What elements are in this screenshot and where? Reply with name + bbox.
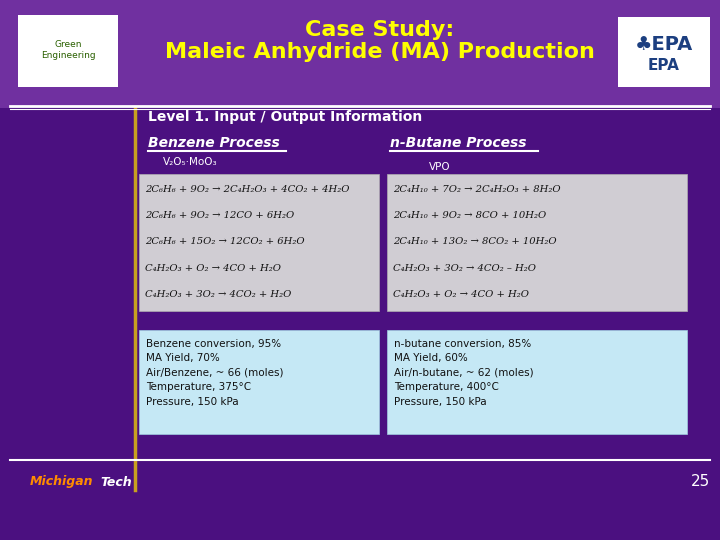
Text: EPA: EPA	[648, 57, 680, 72]
FancyBboxPatch shape	[139, 174, 379, 311]
Text: Case Study:: Case Study:	[305, 20, 454, 40]
Text: C₄H₂O₃ + O₂ → 4CO + H₂O: C₄H₂O₃ + O₂ → 4CO + H₂O	[393, 291, 529, 299]
Text: Benzene conversion, 95%
MA Yield, 70%
Air/Benzene, ~ 66 (moles)
Temperature, 375: Benzene conversion, 95% MA Yield, 70% Ai…	[146, 339, 284, 407]
FancyBboxPatch shape	[618, 17, 710, 87]
Text: Benzene Process: Benzene Process	[148, 136, 280, 150]
FancyBboxPatch shape	[387, 330, 687, 434]
Text: Green
Engineering: Green Engineering	[41, 39, 95, 60]
Text: C₄H₂O₃ + 3O₂ → 4CO₂ + H₂O: C₄H₂O₃ + 3O₂ → 4CO₂ + H₂O	[145, 291, 292, 299]
Text: Maleic Anhydride (MA) Production: Maleic Anhydride (MA) Production	[165, 42, 595, 62]
FancyBboxPatch shape	[0, 0, 720, 108]
Text: Level 1. Input / Output Information: Level 1. Input / Output Information	[148, 110, 422, 124]
Text: 2C₆H₆ + 9O₂ → 12CO + 6H₂O: 2C₆H₆ + 9O₂ → 12CO + 6H₂O	[145, 211, 294, 220]
Text: 2C₄H₁₀ + 7O₂ → 2C₄H₂O₃ + 8H₂O: 2C₄H₁₀ + 7O₂ → 2C₄H₂O₃ + 8H₂O	[393, 185, 561, 193]
Text: C₄H₂O₃ + O₂ → 4CO + H₂O: C₄H₂O₃ + O₂ → 4CO + H₂O	[145, 264, 281, 273]
FancyBboxPatch shape	[139, 330, 379, 434]
Text: 2C₆H₆ + 9O₂ → 2C₄H₂O₃ + 4CO₂ + 4H₂O: 2C₆H₆ + 9O₂ → 2C₄H₂O₃ + 4CO₂ + 4H₂O	[145, 185, 349, 193]
FancyBboxPatch shape	[18, 15, 118, 87]
Text: 2C₆H₆ + 15O₂ → 12CO₂ + 6H₂O: 2C₆H₆ + 15O₂ → 12CO₂ + 6H₂O	[145, 238, 305, 246]
Text: V₂O₅·MoO₃: V₂O₅·MoO₃	[163, 157, 217, 167]
Text: 2C₄H₁₀ + 9O₂ → 8CO + 10H₂O: 2C₄H₁₀ + 9O₂ → 8CO + 10H₂O	[393, 211, 546, 220]
Text: n-butane conversion, 85%
MA Yield, 60%
Air/n-butane, ~ 62 (moles)
Temperature, 4: n-butane conversion, 85% MA Yield, 60% A…	[394, 339, 534, 407]
Text: Tech: Tech	[100, 476, 132, 489]
Text: C₄H₂O₃ + 3O₂ → 4CO₂ – H₂O: C₄H₂O₃ + 3O₂ → 4CO₂ – H₂O	[393, 264, 536, 273]
Text: VPO: VPO	[429, 162, 451, 172]
FancyBboxPatch shape	[387, 174, 687, 311]
Text: 25: 25	[690, 475, 710, 489]
Text: ♣EPA: ♣EPA	[635, 36, 693, 55]
Text: n-Butane Process: n-Butane Process	[390, 136, 526, 150]
Text: 2C₄H₁₀ + 13O₂ → 8CO₂ + 10H₂O: 2C₄H₁₀ + 13O₂ → 8CO₂ + 10H₂O	[393, 238, 557, 246]
Text: Michigan: Michigan	[30, 476, 94, 489]
